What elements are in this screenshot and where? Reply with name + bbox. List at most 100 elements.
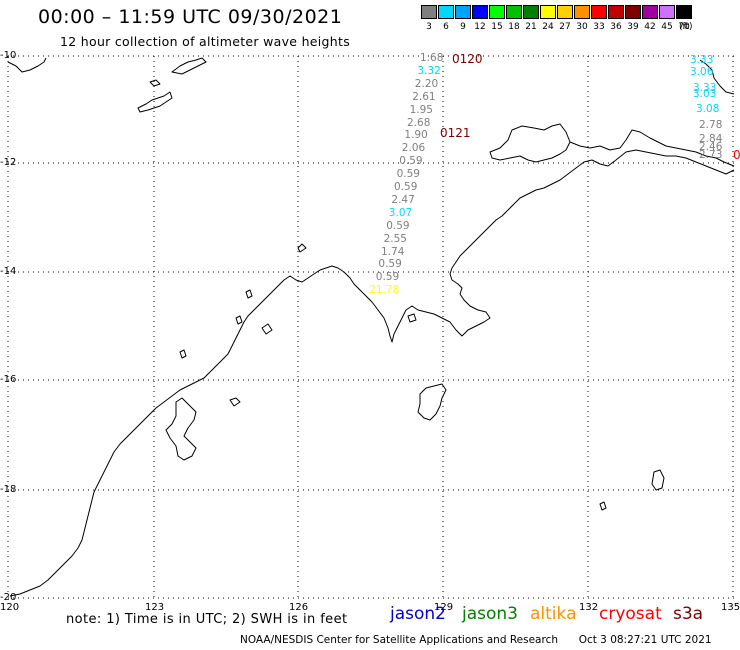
wave-height-value: 3.08: [696, 103, 720, 115]
wave-height-value: 0.59: [386, 219, 410, 232]
lat-label: -18: [0, 484, 17, 495]
scale-swatch: [608, 5, 624, 19]
scale-swatch: [540, 5, 556, 19]
island-outline: [245, 289, 253, 299]
lon-label: 132: [579, 602, 599, 613]
scale-label: 30: [576, 22, 588, 32]
scale-unit: (ft): [679, 22, 693, 32]
wave-height-value: 1.90: [404, 129, 428, 142]
scale-swatch: [591, 5, 607, 19]
scale-label: 42: [644, 22, 656, 32]
agency-name: NOAA/NESDIS Center for Satellite Applica…: [240, 634, 558, 646]
scale-label: 3: [426, 22, 432, 32]
scale-label: 24: [542, 22, 554, 32]
lat-label: -14: [0, 266, 17, 277]
wave-height-value: 21.78: [369, 284, 400, 297]
scale-swatch: [574, 5, 590, 19]
island-outline: [137, 91, 173, 113]
edge-value-mark: 0: [733, 148, 740, 162]
wave-height-value: 2.06: [401, 142, 426, 155]
scale-label: 15: [491, 22, 503, 32]
scale-swatch: [438, 5, 454, 19]
wave-height-value: 3.06: [690, 66, 714, 78]
island-outline: [165, 397, 197, 461]
scale-swatch: [523, 5, 539, 19]
map-frame: [7, 55, 735, 606]
wave-height-value: 3.33: [690, 54, 714, 66]
wave-height-value: 0.59: [394, 181, 418, 193]
map-title: 00:00 – 11:59 UTC 09/30/2021: [38, 6, 343, 28]
scale-swatch: [472, 5, 488, 19]
lat-label: -16: [0, 374, 17, 385]
scale-swatch: [557, 5, 573, 19]
graticule: [7, 55, 734, 599]
wave-height-value: 3.33: [693, 82, 717, 94]
wave-height-value: 2.20: [414, 77, 439, 90]
wave-height-value: 2.68: [407, 116, 431, 129]
island-outline: [179, 349, 187, 359]
wave-height-value: 3.07: [388, 206, 413, 219]
scale-label: 45: [661, 22, 673, 32]
scale-label: 12: [474, 22, 486, 32]
island-outline: [599, 501, 607, 511]
wave-height-value: 2.84: [699, 133, 723, 145]
footer-credits: NOAA/NESDIS Center for Satellite Applica…: [240, 634, 712, 646]
wave-height-value: 1.68: [420, 52, 444, 64]
scale-label: 39: [627, 22, 639, 32]
island-outline: [417, 383, 447, 421]
lat-label: -12: [0, 157, 17, 168]
scale-label: 18: [508, 22, 520, 32]
island-outline: [149, 79, 161, 87]
map-subtitle: 12 hour collection of altimeter wave hei…: [60, 34, 351, 49]
wave-height-value: 2.61: [412, 90, 436, 103]
scale-swatch: [659, 5, 675, 19]
scale-swatch: [455, 5, 471, 19]
wave-height-value: 2.78: [699, 119, 723, 131]
coast-arnhem-east: [569, 129, 735, 167]
scale-swatch: [489, 5, 505, 19]
scale-swatch: [676, 5, 692, 19]
wave-height-value: 2.73: [699, 149, 723, 161]
coastline: [7, 57, 735, 597]
coast-mainland: [9, 149, 735, 597]
wave-height-value: 1.74: [381, 245, 405, 258]
island-outline: [171, 57, 207, 75]
island-outline: [261, 323, 273, 335]
island-outline: [235, 315, 243, 325]
lon-label: 129: [434, 602, 454, 613]
satellite-cryosat: cryosat: [599, 604, 662, 624]
pass-label: 0121: [440, 126, 471, 140]
satellite-jason2: jason2: [390, 604, 446, 624]
lon-label: 135: [721, 602, 740, 613]
lon-label: 120: [0, 602, 20, 613]
lat-label: -10: [0, 50, 17, 61]
generated-timestamp: Oct 3 08:27:21 UTC 2021: [578, 634, 712, 646]
wave-height-value: 2.46: [699, 141, 723, 153]
satellite-altika: altika: [530, 604, 577, 624]
island-outline: [699, 59, 735, 95]
wave-height-value: 3.03: [693, 88, 717, 100]
scale-label: 70: [678, 22, 690, 32]
lon-label: 126: [289, 602, 309, 613]
island-outline: [229, 397, 241, 407]
scale-swatch: [642, 5, 658, 19]
pass-label: 0120: [452, 52, 483, 66]
scale-label: 33: [593, 22, 605, 32]
footnote: note: 1) Time is in UTC; 2) SWH is in fe…: [66, 612, 348, 627]
coast-arnhem: [489, 123, 571, 163]
satellite-s3a: s3a: [673, 604, 704, 624]
island-outline: [407, 313, 417, 323]
scale-label: 9: [460, 22, 466, 32]
wave-height-value: 2.55: [383, 232, 407, 245]
lat-label: -20: [0, 592, 17, 603]
scale-label: 6: [443, 22, 449, 32]
island-outline: [297, 243, 307, 253]
island-outline: [651, 469, 665, 491]
wave-height-value: 0.59: [375, 271, 400, 284]
wave-height-value: 1.95: [409, 103, 433, 116]
lon-label: 123: [145, 602, 165, 613]
satellite-jason3: jason3: [462, 604, 518, 624]
scale-swatch: [625, 5, 641, 19]
wave-height-value: 0.59: [399, 155, 423, 168]
